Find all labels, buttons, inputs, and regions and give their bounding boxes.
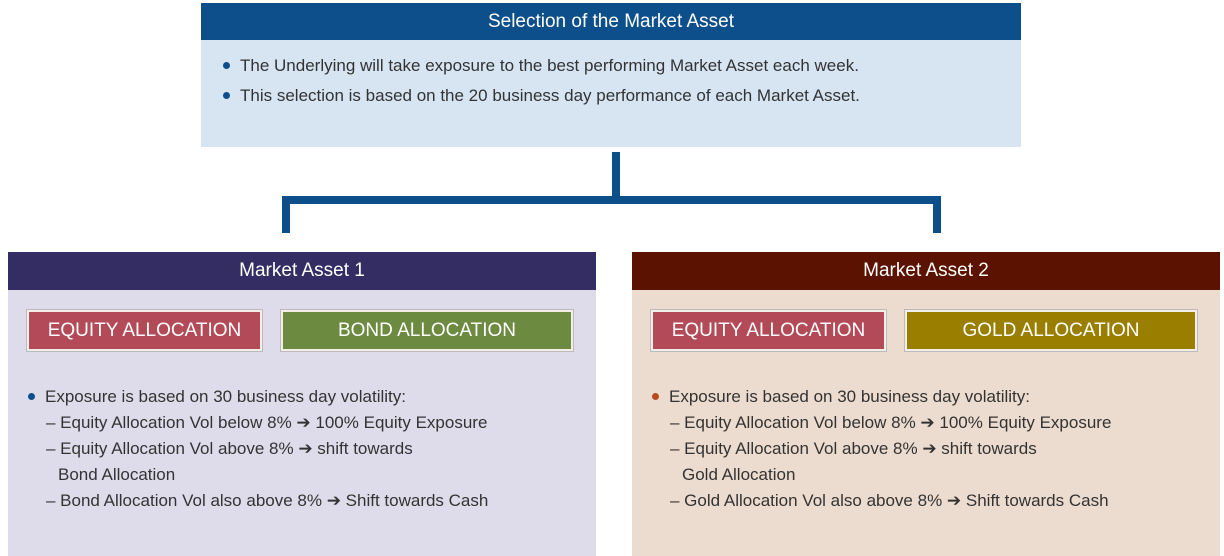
intro: Exposure is based on 30 business day vol… <box>28 384 588 410</box>
bullet-dot <box>223 62 230 70</box>
sub-item: – Equity Allocation Vol below 8% ➔ 100% … <box>670 413 1112 432</box>
bullet-text: This selection is based on the 20 busine… <box>240 86 860 105</box>
allocation-box: EQUITY ALLOCATION <box>650 309 887 352</box>
top-header: Selection of the Market Asset <box>201 3 1021 40</box>
connector <box>282 196 941 204</box>
bullet-text: The Underlying will take exposure to the… <box>240 56 859 75</box>
sub-item: – Gold Allocation Vol also above 8% ➔ Sh… <box>670 491 1109 510</box>
panel-text: Exposure is based on 30 business day vol… <box>28 384 588 514</box>
allocation-box: EQUITY ALLOCATION <box>26 309 263 352</box>
panel-header: Market Asset 1 <box>8 252 596 290</box>
bullet-dot <box>28 393 35 401</box>
connector <box>612 152 620 198</box>
panel-text: Exposure is based on 30 business day vol… <box>652 384 1212 514</box>
bullet-dot <box>652 393 659 401</box>
intro-text: Exposure is based on 30 business day vol… <box>45 387 406 406</box>
intro: Exposure is based on 30 business day vol… <box>652 384 1212 410</box>
connector <box>282 196 290 233</box>
bullet: The Underlying will take exposure to the… <box>223 53 1021 83</box>
panel-body: EQUITY ALLOCATION BOND ALLOCATION Exposure… <box>8 290 596 556</box>
panel-body: EQUITY ALLOCATION GOLD ALLOCATION Exposure… <box>632 290 1220 556</box>
sub-item: – Equity Allocation Vol above 8% ➔ shift… <box>46 439 413 458</box>
allocation-box: GOLD ALLOCATION <box>904 309 1198 352</box>
intro-text: Exposure is based on 30 business day vol… <box>669 387 1030 406</box>
connector <box>933 196 941 233</box>
sub-item: Gold Allocation <box>682 465 796 484</box>
panel-header: Market Asset 2 <box>632 252 1220 290</box>
sub-item: – Bond Allocation Vol also above 8% ➔ Sh… <box>46 491 489 510</box>
top-body: The Underlying will take exposure to the… <box>201 40 1021 147</box>
sub-item: – Equity Allocation Vol above 8% ➔ shift… <box>670 439 1037 458</box>
bullet-dot <box>223 92 230 100</box>
bullet: This selection is based on the 20 busine… <box>223 83 1021 113</box>
sub-item: Bond Allocation <box>58 465 176 484</box>
sub-item: – Equity Allocation Vol below 8% ➔ 100% … <box>46 413 488 432</box>
allocation-box: BOND ALLOCATION <box>280 309 574 352</box>
